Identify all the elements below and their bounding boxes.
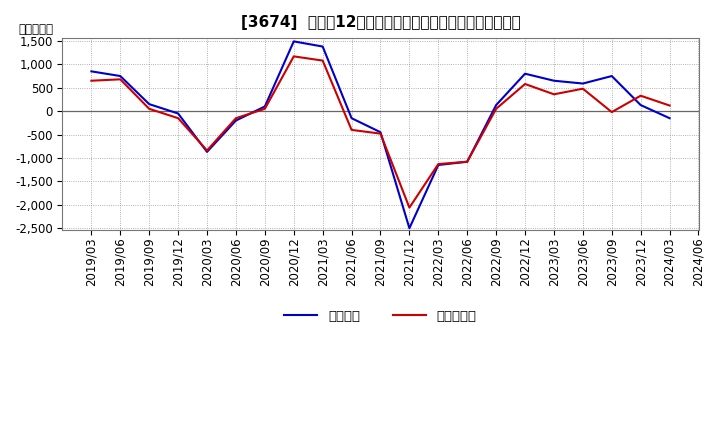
当期純利益 [549,92,558,97]
当期純利益 [492,106,500,111]
経常利益 [145,102,153,107]
Legend: 経常利益, 当期純利益: 経常利益, 当期純利益 [278,303,483,330]
Title: [3674]  利益の12か月移動合計の対前年同期増減額の推移: [3674] 利益の12か月移動合計の対前年同期増減額の推移 [240,15,521,30]
当期純利益 [521,81,529,87]
当期純利益 [347,127,356,132]
当期純利益 [116,77,125,82]
経常利益 [434,162,443,168]
当期純利益 [318,58,327,63]
当期純利益 [87,78,96,83]
Text: （百万円）: （百万円） [18,23,53,36]
経常利益 [203,149,212,154]
当期純利益 [232,116,240,121]
当期純利益 [405,205,414,210]
経常利益 [376,130,384,135]
当期純利益 [434,161,443,167]
当期純利益 [145,106,153,111]
当期純利益 [203,148,212,153]
経常利益 [232,118,240,123]
経常利益 [636,103,645,108]
経常利益 [116,73,125,79]
経常利益 [492,103,500,108]
当期純利益 [608,110,616,115]
Line: 当期純利益: 当期純利益 [91,56,670,208]
経常利益 [521,71,529,76]
経常利益 [174,111,182,116]
経常利益 [608,73,616,79]
当期純利益 [289,54,298,59]
経常利益 [87,69,96,74]
当期純利益 [376,131,384,136]
当期純利益 [636,93,645,99]
経常利益 [463,159,472,165]
当期純利益 [261,106,269,111]
経常利益 [261,104,269,109]
当期純利益 [174,116,182,121]
経常利益 [579,81,588,86]
当期純利益 [665,103,674,108]
当期純利益 [579,86,588,92]
経常利益 [289,39,298,44]
経常利益 [405,226,414,231]
経常利益 [665,116,674,121]
経常利益 [347,116,356,121]
当期純利益 [463,159,472,165]
経常利益 [318,44,327,49]
Line: 経常利益: 経常利益 [91,41,670,228]
経常利益 [549,78,558,83]
